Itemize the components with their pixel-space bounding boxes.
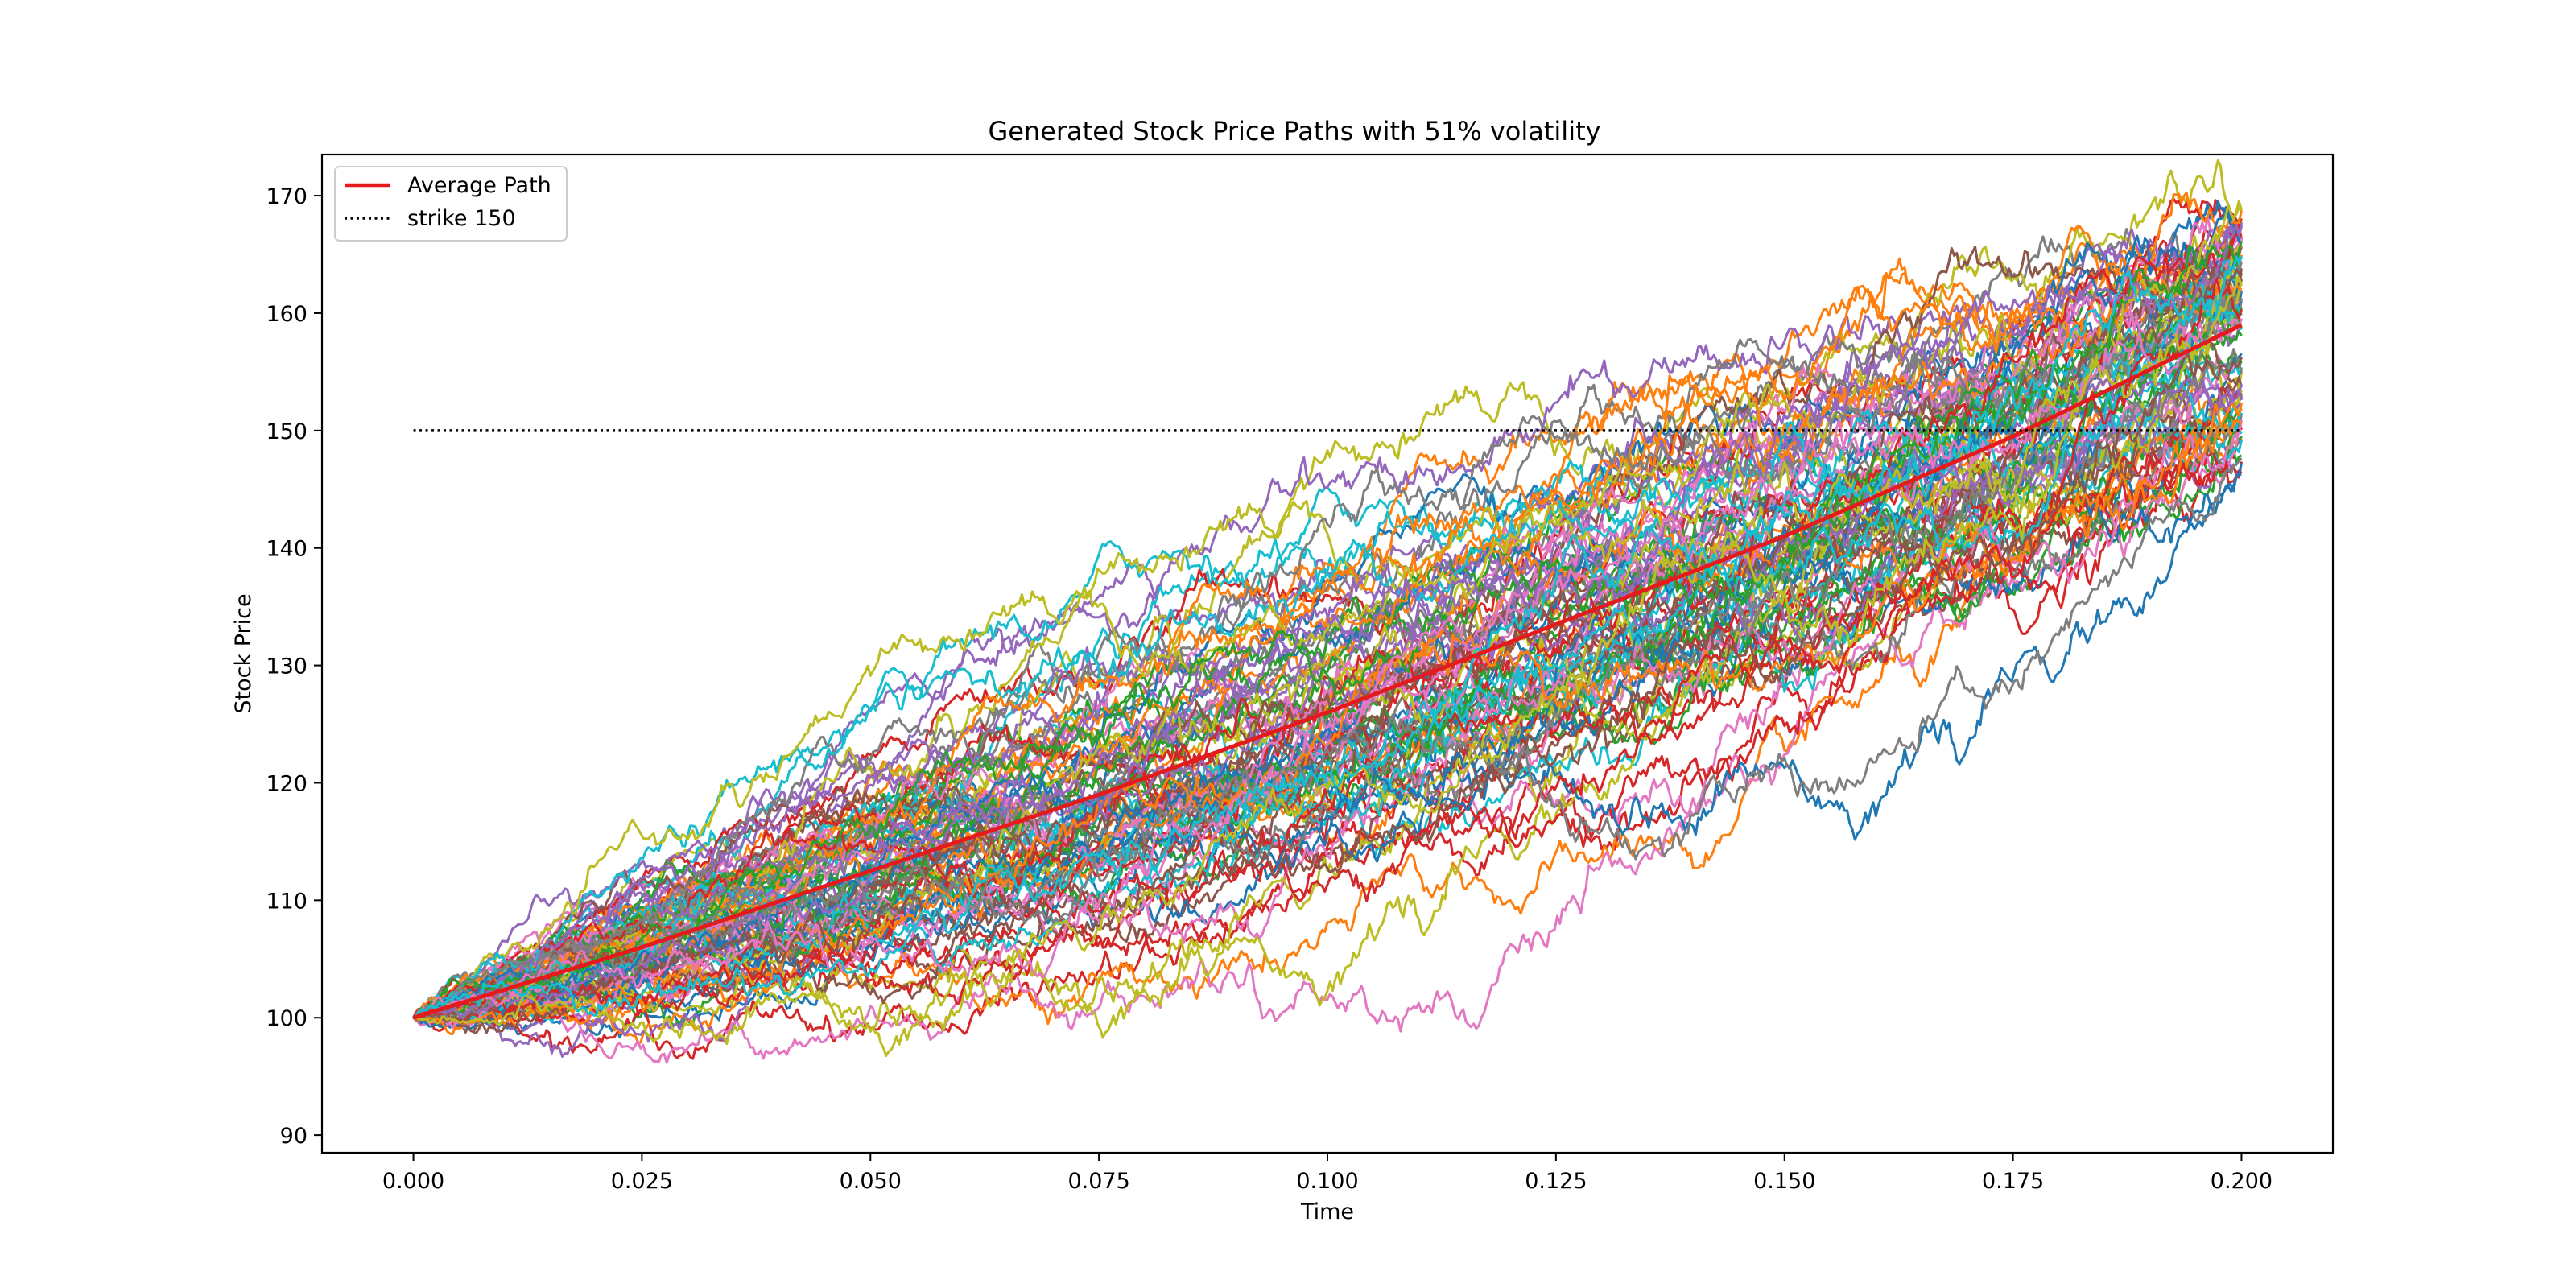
series-layer — [412, 323, 2243, 1020]
y-tick-label: 120 — [266, 771, 308, 796]
x-tick-label: 0.100 — [1296, 1169, 1358, 1194]
x-tick-label: 0.075 — [1067, 1169, 1129, 1194]
x-tick-label: 0.025 — [611, 1169, 673, 1194]
simulated-path — [412, 351, 2243, 1019]
simulated-path — [412, 222, 2243, 1019]
simulated-path — [412, 457, 2243, 1019]
y-tick-label: 160 — [266, 302, 308, 327]
y-axis: 90 100 110 120 130 140 150 160 170 — [266, 184, 322, 1149]
simulated-path — [412, 318, 2243, 1019]
legend-strike-label: strike 150 — [407, 206, 516, 231]
legend-average-label: Average Path — [407, 173, 551, 198]
x-tick-label: 0.050 — [840, 1169, 902, 1194]
simulated-path — [413, 276, 2243, 1058]
y-tick-label: 150 — [266, 419, 308, 444]
y-tick-label: 100 — [266, 1006, 308, 1031]
simulated-path — [412, 241, 2243, 1019]
x-axis: 0.000 0.025 0.050 0.075 0.100 0.125 0.150 0.175… — [382, 1153, 2273, 1194]
x-tick-label: 0.200 — [2211, 1169, 2273, 1194]
simulated-path — [412, 254, 2243, 1019]
average-path-line — [412, 323, 2243, 1020]
simulated-path — [413, 456, 2243, 1025]
y-tick-label: 130 — [266, 654, 308, 679]
y-tick-label: 110 — [266, 889, 308, 914]
simulated-path — [412, 276, 2243, 1021]
y-tick-label: 140 — [266, 537, 308, 562]
simulated-path — [412, 376, 2243, 1019]
simulated-path — [412, 233, 2243, 1019]
simulated-path — [412, 191, 2243, 1019]
x-tick-label: 0.175 — [1982, 1169, 2044, 1194]
simulated-path — [412, 351, 2243, 1034]
legend-box — [334, 166, 568, 242]
simulated-path — [413, 200, 2243, 1019]
simulated-paths — [412, 159, 2243, 1064]
y-axis-label: Stock Price — [231, 593, 256, 713]
simulated-path — [412, 386, 2242, 1018]
simulated-path — [412, 282, 2243, 1019]
x-tick-label: 0.125 — [1525, 1169, 1587, 1194]
x-tick-label: 0.000 — [382, 1169, 444, 1194]
x-axis-label: Time — [1300, 1199, 1354, 1224]
y-tick-label: 170 — [266, 184, 308, 209]
x-tick-label: 0.150 — [1753, 1169, 1815, 1194]
simulated-path — [413, 420, 2243, 1064]
y-tick-label: 90 — [280, 1124, 308, 1149]
chart-title: Generated Stock Price Paths with 51% vol… — [988, 116, 1600, 147]
legend: Average Path strike 150 — [334, 166, 568, 242]
